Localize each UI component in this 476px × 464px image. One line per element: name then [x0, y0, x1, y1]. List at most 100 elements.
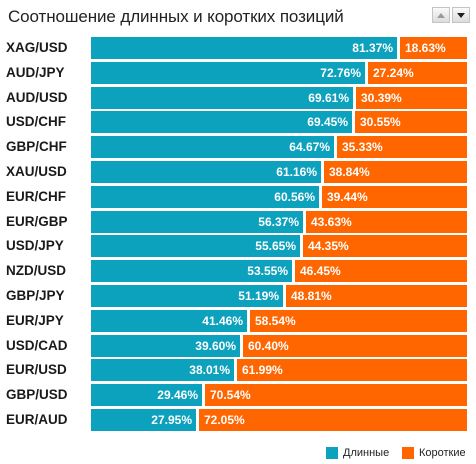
bar-track: 60.56% 39.44%: [91, 185, 467, 208]
chart-title: Соотношение длинных и коротких позиций: [8, 7, 344, 26]
short-value-label: 39.44%: [327, 189, 368, 204]
long-value-label: 27.95%: [151, 413, 192, 427]
long-value-label: 69.61%: [308, 90, 349, 105]
bar-row: EUR/GBP 56.37% 43.63%: [0, 210, 476, 234]
short-value-label: 46.45%: [300, 264, 341, 279]
long-bar: 51.19%: [91, 285, 283, 307]
long-bar: 53.55%: [91, 260, 292, 283]
short-value-label: 35.33%: [342, 140, 383, 155]
bar-track: 39.60% 60.40%: [91, 334, 467, 357]
bar-row: USD/JPY 55.65% 44.35%: [0, 234, 476, 258]
bar-track: 64.67% 35.33%: [91, 136, 467, 159]
legend-label-long: Длинные: [343, 447, 390, 459]
bar-row: AUD/USD 69.61% 30.39%: [0, 86, 476, 110]
long-bar: 41.46%: [91, 309, 247, 332]
long-value-label: 69.45%: [307, 115, 348, 130]
long-bar: 55.65%: [91, 235, 300, 258]
bar-track: 53.55% 46.45%: [91, 260, 467, 283]
bar-track: 55.65% 44.35%: [91, 235, 467, 258]
bar-row: GBP/CHF 64.67% 35.33%: [0, 135, 476, 159]
long-bar: 38.01%: [91, 359, 234, 382]
legend-item-short: Короткие: [402, 446, 466, 460]
long-bar: 60.56%: [91, 185, 319, 208]
bar-row: EUR/USD 38.01% 61.99%: [0, 358, 476, 382]
short-value-label: 72.05%: [204, 413, 245, 427]
currency-pair-label: GBP/CHF: [6, 139, 67, 155]
currency-pair-label: XAU/USD: [6, 164, 67, 179]
currency-pair-label: GBP/USD: [6, 387, 68, 403]
arrow-up-icon[interactable]: [432, 7, 450, 23]
currency-pair-label: USD/CAD: [6, 337, 68, 353]
short-bar: 48.81%: [286, 285, 467, 307]
bar-row: NZD/USD 53.55% 46.45%: [0, 259, 476, 283]
short-value-label: 48.81%: [291, 289, 332, 303]
short-bar: 44.35%: [303, 235, 467, 258]
long-value-label: 55.65%: [255, 239, 296, 254]
short-bar: 30.55%: [355, 111, 467, 134]
bar-row: XAG/USD 81.37% 18.63%: [0, 36, 476, 60]
short-value-label: 27.24%: [373, 65, 414, 80]
long-value-label: 39.60%: [195, 338, 236, 353]
bar-row: EUR/AUD 27.95% 72.05%: [0, 408, 476, 432]
bar-row: EUR/JPY 41.46% 58.54%: [0, 309, 476, 333]
long-value-label: 56.37%: [258, 214, 299, 229]
short-value-label: 70.54%: [210, 388, 251, 403]
short-bar: 61.99%: [237, 359, 467, 382]
long-value-label: 60.56%: [274, 189, 315, 204]
currency-pair-label: NZD/USD: [6, 263, 66, 279]
legend-swatch-short: [402, 447, 414, 459]
legend-item-long: Длинные: [326, 446, 389, 460]
currency-pair-label: EUR/CHF: [6, 188, 66, 204]
long-bar: 39.60%: [91, 334, 240, 357]
bar-row: USD/CHF 69.45% 30.55%: [0, 110, 476, 134]
short-bar: 18.63%: [400, 37, 467, 59]
bar-track: 41.46% 58.54%: [91, 309, 467, 332]
short-bar: 35.33%: [337, 136, 467, 159]
sort-controls: [432, 7, 472, 25]
long-value-label: 61.16%: [276, 165, 317, 179]
bar-track: 56.37% 43.63%: [91, 210, 467, 233]
long-bar: 69.45%: [91, 111, 352, 134]
bar-track: 72.76% 27.24%: [91, 61, 467, 84]
short-bar: 43.63%: [306, 210, 467, 233]
short-bar: 70.54%: [205, 384, 467, 407]
currency-pair-label: XAG/USD: [6, 40, 68, 55]
arrow-down-icon[interactable]: [452, 7, 470, 23]
long-value-label: 51.19%: [238, 289, 279, 303]
long-value-label: 81.37%: [352, 41, 393, 55]
currency-pair-label: EUR/JPY: [6, 312, 64, 328]
short-value-label: 61.99%: [242, 363, 283, 378]
bar-row: USD/CAD 39.60% 60.40%: [0, 334, 476, 358]
short-value-label: 60.40%: [248, 338, 289, 353]
bar-row: GBP/USD 29.46% 70.54%: [0, 383, 476, 407]
short-value-label: 58.54%: [255, 313, 296, 328]
bar-track: 29.46% 70.54%: [91, 384, 467, 407]
bar-row: AUD/JPY 72.76% 27.24%: [0, 61, 476, 85]
currency-pair-label: EUR/USD: [6, 362, 67, 378]
long-value-label: 38.01%: [189, 363, 230, 378]
currency-pair-label: EUR/GBP: [6, 213, 68, 229]
short-bar: 72.05%: [199, 409, 467, 431]
bar-row: XAU/USD 61.16% 38.84%: [0, 160, 476, 184]
short-value-label: 44.35%: [308, 239, 349, 254]
legend-swatch-long: [326, 447, 338, 459]
long-bar: 29.46%: [91, 384, 202, 407]
short-value-label: 43.63%: [311, 214, 352, 229]
long-bar: 27.95%: [91, 409, 196, 431]
bar-track: 38.01% 61.99%: [91, 359, 467, 382]
short-bar: 58.54%: [250, 309, 467, 332]
currency-pair-label: EUR/AUD: [6, 412, 68, 427]
long-bar: 72.76%: [91, 61, 365, 84]
legend-label-short: Короткие: [419, 447, 466, 459]
short-bar: 30.39%: [356, 86, 467, 109]
bar-track: 81.37% 18.63%: [91, 37, 467, 59]
currency-pair-label: USD/CHF: [6, 114, 66, 130]
short-value-label: 30.39%: [361, 90, 402, 105]
long-bar: 81.37%: [91, 37, 397, 59]
bar-row: EUR/CHF 60.56% 39.44%: [0, 185, 476, 209]
currency-pair-label: GBP/JPY: [6, 288, 65, 303]
short-value-label: 18.63%: [405, 41, 446, 55]
currency-pair-label: AUD/JPY: [6, 64, 65, 80]
long-bar: 64.67%: [91, 136, 334, 159]
bar-track: 51.19% 48.81%: [91, 285, 467, 307]
